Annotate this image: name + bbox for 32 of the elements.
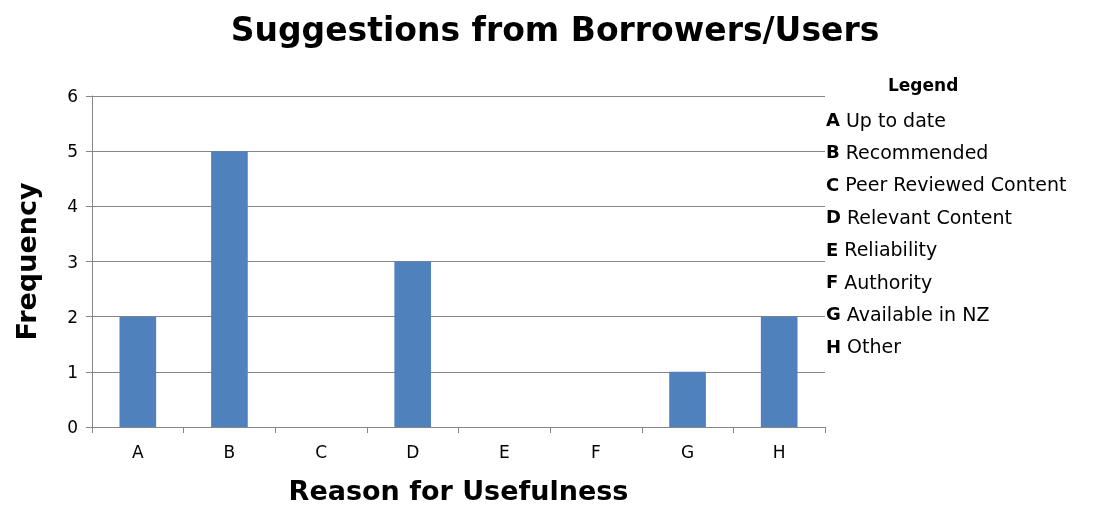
chart-title: Suggestions from Borrowers/Users — [230, 10, 880, 49]
y-tick-label: 0 — [67, 417, 78, 437]
x-tick-label: F — [591, 441, 601, 462]
text: C Peer Reviewed Content — [826, 173, 1067, 196]
bar — [669, 371, 706, 427]
bar — [760, 316, 798, 427]
y-tick-label: 1 — [67, 361, 78, 382]
x-tick-label: G — [680, 441, 695, 462]
x-tick-label: C — [315, 441, 327, 462]
text: G Available in NZ — [826, 302, 990, 325]
x-tick-label: A — [131, 441, 144, 462]
y-tick-label: 3 — [67, 251, 78, 272]
text: E Reliability — [826, 238, 938, 261]
y-tick-label: 2 — [67, 306, 78, 327]
text: B Recommended — [826, 140, 989, 163]
text: Legend — [888, 74, 959, 95]
y-tick-label: 4 — [67, 196, 78, 217]
x-axis-title: Reason for Usefulness — [288, 475, 629, 506]
text: D Relevant Content — [826, 205, 1012, 228]
bar — [394, 261, 432, 427]
y-tick-label: 6 — [67, 86, 78, 106]
text: H Other — [826, 335, 902, 358]
y-tick-label: 5 — [67, 141, 78, 162]
x-tick-label: D — [406, 441, 420, 462]
x-tick-label: E — [498, 441, 510, 462]
y-axis-title: Frequency — [11, 182, 42, 341]
text: F Authority — [826, 270, 933, 293]
x-tick-label: H — [772, 441, 786, 462]
x-tick-label: B — [223, 441, 236, 462]
bar — [211, 151, 248, 427]
text: A Up to date — [826, 108, 946, 131]
bar — [119, 316, 157, 427]
